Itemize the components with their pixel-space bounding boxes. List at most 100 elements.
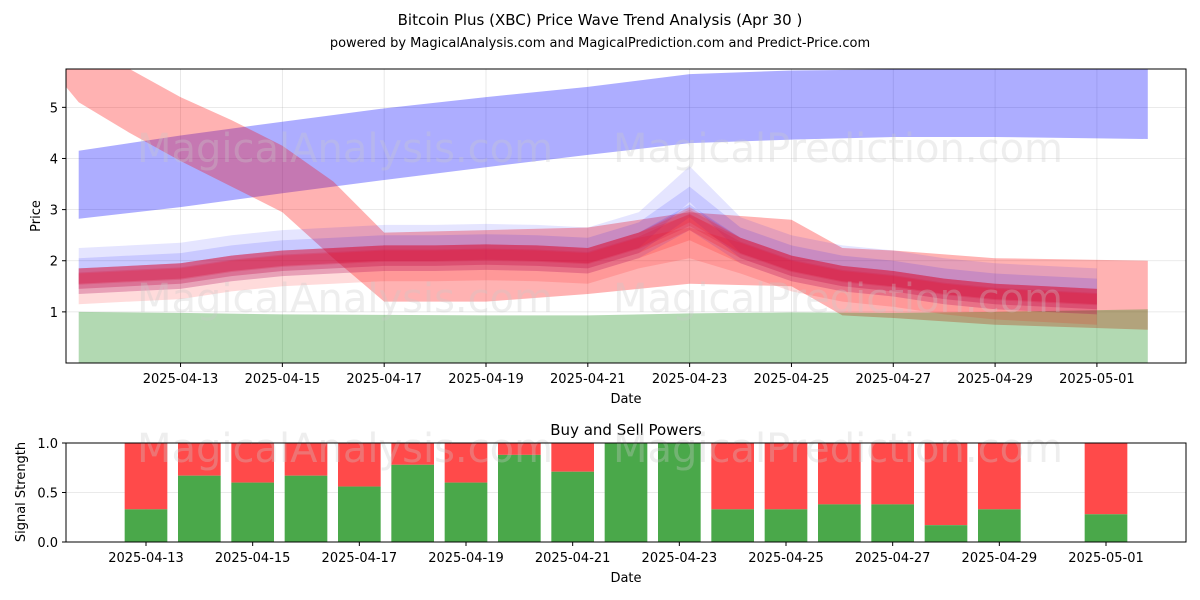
price-wave-band-3 [78, 227, 1097, 325]
buy-power-bar [284, 475, 328, 542]
sell-power-bar [498, 443, 541, 455]
price-x-tick-label: 2025-04-25 [754, 372, 830, 387]
sell-power-bar [444, 443, 488, 483]
price-x-tick-label: 2025-04-21 [550, 372, 626, 387]
price-wave-bands [78, 166, 1097, 325]
buy-power-bar [338, 486, 381, 542]
price-x-tick-label: 2025-04-17 [346, 372, 422, 387]
sell-power-bar [1084, 443, 1128, 515]
sell-power-bar [818, 443, 861, 505]
buy-power-bar [604, 443, 648, 542]
power-x-axis-label: Date [610, 571, 641, 586]
buy-power-bar [658, 443, 701, 542]
watermark-analysis-power: MagicalAnalysis.com [137, 426, 553, 472]
buy-power-bar [178, 475, 221, 542]
sell-power-bar [764, 443, 808, 510]
price-band-2 [78, 309, 1148, 363]
price-watermark: MagicalAnalysis.com MagicalPrediction.co… [137, 126, 1063, 322]
watermark-analysis-upper: MagicalAnalysis.com [137, 126, 553, 172]
price-wave-band-2 [78, 204, 1097, 315]
price-bands [66, 69, 1148, 363]
power-y-tick-label: 1.0 [37, 437, 58, 452]
power-x-tick-label: 2025-04-19 [428, 551, 504, 566]
power-chart-title: Buy and Sell Powers [550, 421, 702, 439]
price-y-tick-label: 2 [50, 255, 58, 270]
price-chart-panel: MagicalAnalysis.com MagicalPrediction.co… [29, 68, 1187, 407]
price-gridlines [66, 69, 1186, 363]
price-wave-band-6 [78, 207, 1097, 305]
price-wave-band-7 [78, 213, 1097, 306]
price-x-tick-label: 2025-04-27 [855, 372, 931, 387]
price-x-axis-label: Date [610, 392, 641, 407]
buy-power-bar [1084, 514, 1128, 542]
price-y-axis-label: Price [29, 200, 44, 232]
sell-power-bar [338, 443, 381, 487]
buy-power-bar [764, 509, 808, 542]
power-bars [124, 443, 1128, 542]
power-x-tick-label: 2025-04-29 [962, 551, 1038, 566]
price-band-1 [66, 69, 1148, 330]
price-x-tick-label: 2025-04-13 [143, 372, 219, 387]
price-y-tick-label: 3 [50, 204, 58, 219]
buy-power-bar [978, 509, 1021, 542]
power-x-tick-label: 2025-04-25 [748, 551, 824, 566]
price-x-tick-label: 2025-04-23 [652, 372, 728, 387]
buy-power-bar [498, 454, 541, 542]
buy-power-bar [871, 504, 914, 542]
buy-power-bar [124, 509, 168, 542]
price-x-tick-label: 2025-04-29 [957, 372, 1033, 387]
price-wave-band-4 [78, 214, 1097, 315]
sell-power-bar [551, 443, 594, 472]
power-x-tick-label: 2025-04-27 [855, 551, 931, 566]
sell-power-bar [871, 443, 914, 505]
sell-power-bar [391, 443, 434, 465]
power-x-axis: 2025-04-13 2025-04-15 2025-04-17 2025-04-19… [108, 542, 1144, 566]
sell-power-bar [178, 443, 221, 476]
price-wave-band-1 [78, 186, 1097, 310]
price-x-tick-label: 2025-05-01 [1059, 372, 1135, 387]
power-x-tick-label: 2025-04-17 [322, 551, 398, 566]
price-plot-frame [65, 68, 1187, 364]
buy-power-bar [924, 525, 968, 542]
power-y-tick-label: 0.0 [37, 536, 58, 551]
buy-power-bar [231, 482, 274, 542]
price-y-tick-label: 1 [50, 306, 58, 321]
price-x-axis: 2025-04-13 2025-04-15 2025-04-17 2025-04-19… [143, 363, 1135, 387]
watermark-prediction-power: MagicalPrediction.com [613, 426, 1063, 472]
price-x-tick-label: 2025-04-15 [245, 372, 321, 387]
sell-power-bar [924, 443, 968, 526]
price-y-axis: 1 2 3 4 5 [50, 101, 66, 321]
power-x-tick-label: 2025-04-21 [535, 551, 611, 566]
price-x-tick-label: 2025-04-19 [448, 372, 524, 387]
price-y-tick-label: 4 [50, 152, 58, 167]
sell-power-bar [124, 443, 168, 510]
power-watermark: MagicalAnalysis.com MagicalPrediction.co… [137, 426, 1063, 472]
sell-power-bar [711, 443, 754, 510]
price-wave-band-5 [78, 209, 1097, 310]
sell-power-bar [978, 443, 1021, 510]
price-y-tick-label: 5 [50, 101, 58, 116]
buy-power-bar [711, 509, 754, 542]
sell-power-bar [231, 443, 274, 483]
price-wave-band-0 [78, 166, 1097, 305]
power-y-axis-label: Signal Strength [14, 442, 29, 542]
power-x-tick-label: 2025-05-01 [1068, 551, 1144, 566]
buy-power-bar [391, 464, 434, 542]
sell-power-bar [284, 443, 328, 476]
chart-title: Bitcoin Plus (XBC) Price Wave Trend Anal… [398, 11, 803, 29]
power-y-axis: 0.0 0.5 1.0 [37, 437, 66, 551]
watermark-prediction-lower: MagicalPrediction.com [613, 276, 1063, 322]
price-band-0 [78, 69, 1148, 219]
power-x-tick-label: 2025-04-15 [215, 551, 291, 566]
power-x-tick-label: 2025-04-13 [108, 551, 184, 566]
buy-power-bar [551, 471, 594, 542]
power-y-tick-label: 0.5 [37, 487, 58, 502]
buy-power-bar [818, 504, 861, 542]
power-x-tick-label: 2025-04-23 [642, 551, 718, 566]
watermark-analysis-lower: MagicalAnalysis.com [137, 276, 553, 322]
chart-subtitle: powered by MagicalAnalysis.com and Magic… [330, 36, 870, 51]
buy-power-bar [444, 482, 488, 542]
watermark-prediction-upper: MagicalPrediction.com [613, 126, 1063, 172]
power-chart-panel: Buy and Sell Powers MagicalAnalysis.com … [14, 421, 1187, 586]
